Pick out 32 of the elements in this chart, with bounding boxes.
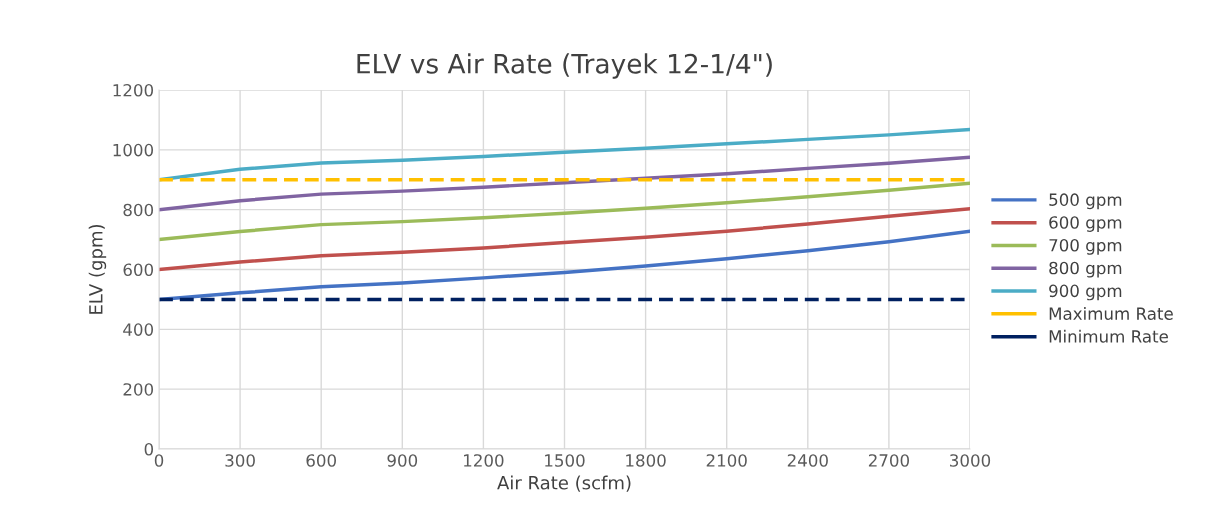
legend-label: 900 gpm [1049,284,1122,301]
y-axis-title: ELV (gpm) [88,224,107,314]
y-tick-label: 1200 [113,83,154,97]
x-tick-label: 0 [154,454,164,467]
x-tick-label: 1200 [464,454,504,467]
y-tick-label: 400 [123,323,154,336]
y-tick-label: 0 [144,442,154,456]
y-tick-label: 200 [123,383,154,396]
x-tick-label: 2100 [706,454,747,467]
x-tick-label: 300 [225,454,255,467]
y-tick-label: 800 [123,203,154,217]
y-tick-label: 1000 [113,143,154,157]
legend-label: 600 gpm [1049,216,1122,232]
legend-label: 500 gpm [1049,193,1122,210]
x-tick-label: 3000 [950,454,991,467]
x-tick-label: 2700 [868,454,909,467]
x-tick-label: 1800 [626,454,666,467]
x-tick-label: 600 [306,454,336,467]
y-tick-label: 600 [123,263,154,277]
line-series [159,181,970,242]
legend-label: 800 gpm [1049,261,1122,278]
chart-title: ELV vs Air Rate (Trayek 12-1/4") [357,53,772,79]
legend-label: 700 gpm [1049,238,1122,255]
legend-label: Maximum Rate [1049,307,1173,320]
x-tick-label: 900 [387,454,418,467]
legend-label: Minimum Rate [1049,329,1168,343]
line-series [159,229,970,302]
x-tick-label: 1500 [545,454,585,467]
line-series [159,207,970,272]
x-axis-title: Air Rate (scfm) [497,475,631,492]
x-tick-label: 2400 [787,454,828,467]
line-series [159,155,970,212]
